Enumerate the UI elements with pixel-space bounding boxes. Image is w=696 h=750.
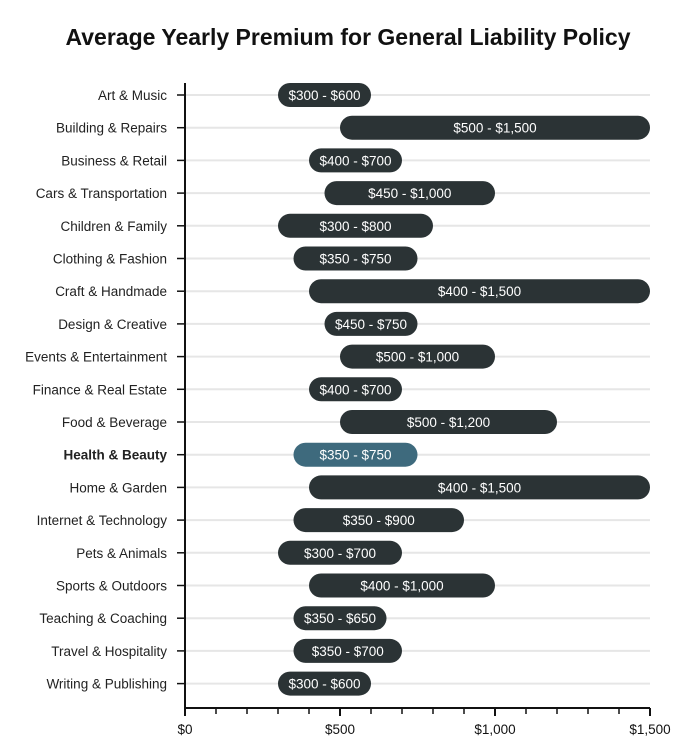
category-label: Clothing & Fashion (53, 252, 167, 267)
range-bar (293, 508, 464, 533)
bar-value-label: $350 - $650 (304, 611, 376, 626)
category-label: Business & Retail (61, 153, 167, 168)
category-label: Design & Creative (58, 317, 167, 332)
range-bar (293, 606, 387, 631)
category-label: Events & Entertainment (25, 350, 167, 365)
range-bar (309, 377, 402, 402)
x-tick-label: $0 (177, 722, 192, 737)
bar-value-label: $350 - $750 (319, 252, 391, 267)
bar-value-label: $400 - $1,500 (438, 284, 521, 299)
range-bar (309, 573, 495, 598)
category-label: Writing & Publishing (46, 677, 167, 692)
range-bar (340, 115, 650, 140)
range-bar (278, 671, 371, 696)
bar-value-label: $300 - $600 (288, 88, 360, 103)
range-bar (340, 410, 557, 434)
bar-value-label: $450 - $1,000 (368, 186, 451, 201)
range-bar (309, 279, 650, 304)
bar-value-label: $400 - $1,000 (360, 579, 443, 594)
category-label: Teaching & Coaching (39, 611, 167, 626)
bar-value-label: $400 - $1,500 (438, 480, 521, 495)
range-bar (293, 246, 418, 271)
range-bar (278, 213, 433, 238)
x-tick-label: $1,000 (474, 722, 515, 737)
bar-value-label: $350 - $900 (343, 513, 415, 528)
category-label: Cars & Transportation (36, 186, 167, 201)
category-label: Internet & Technology (37, 513, 168, 528)
category-label: Pets & Animals (76, 546, 167, 561)
category-label: Health & Beauty (63, 448, 167, 463)
bar-value-label: $350 - $750 (319, 448, 391, 463)
bar-value-label: $300 - $800 (319, 219, 391, 234)
category-label: Sports & Outdoors (56, 579, 167, 594)
range-bar (324, 181, 495, 206)
bar-value-label: $350 - $700 (312, 644, 384, 659)
range-bar (324, 311, 418, 336)
x-tick-label: $500 (325, 722, 355, 737)
bar-value-label: $500 - $1,500 (453, 121, 536, 136)
chart-title: Average Yearly Premium for General Liabi… (65, 24, 631, 50)
range-bar (278, 83, 371, 107)
range-bar (293, 442, 418, 467)
category-label: Craft & Handmade (55, 284, 167, 299)
range-bar (309, 148, 402, 173)
category-label: Building & Repairs (56, 121, 167, 136)
bar-value-label: $300 - $600 (288, 677, 360, 692)
bar-value-label: $400 - $700 (319, 382, 391, 397)
category-label: Travel & Hospitality (51, 644, 167, 659)
range-bar (278, 540, 402, 565)
bar-value-label: $450 - $750 (335, 317, 407, 332)
category-label: Finance & Real Estate (33, 382, 167, 397)
bar-value-label: $500 - $1,200 (407, 415, 490, 430)
range-bar (309, 475, 650, 500)
category-label: Art & Music (98, 88, 167, 103)
category-label: Home & Garden (69, 480, 167, 495)
category-label: Children & Family (60, 219, 167, 234)
bar-value-label: $400 - $700 (319, 153, 391, 168)
category-label: Food & Beverage (62, 415, 167, 430)
bar-value-label: $300 - $700 (304, 546, 376, 561)
range-bar (293, 638, 402, 663)
x-tick-label: $1,500 (629, 722, 670, 737)
bar-value-label: $500 - $1,000 (376, 350, 459, 365)
range-bar (340, 344, 495, 369)
